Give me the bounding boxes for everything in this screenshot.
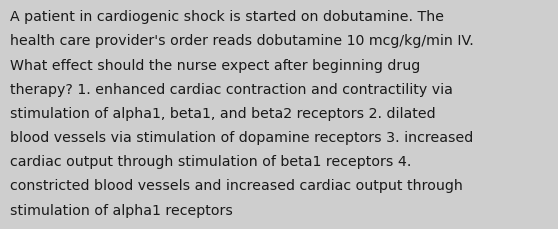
Text: What effect should the nurse expect after beginning drug: What effect should the nurse expect afte…: [10, 58, 420, 72]
Text: constricted blood vessels and increased cardiac output through: constricted blood vessels and increased …: [10, 179, 463, 193]
Text: health care provider's order reads dobutamine 10 mcg/kg/min IV.: health care provider's order reads dobut…: [10, 34, 474, 48]
Text: A patient in cardiogenic shock is started on dobutamine. The: A patient in cardiogenic shock is starte…: [10, 10, 444, 24]
Text: stimulation of alpha1 receptors: stimulation of alpha1 receptors: [10, 203, 233, 217]
Text: stimulation of alpha1, beta1, and beta2 receptors 2. dilated: stimulation of alpha1, beta1, and beta2 …: [10, 106, 436, 120]
Text: therapy? 1. enhanced cardiac contraction and contractility via: therapy? 1. enhanced cardiac contraction…: [10, 82, 453, 96]
Text: blood vessels via stimulation of dopamine receptors 3. increased: blood vessels via stimulation of dopamin…: [10, 131, 473, 144]
Text: cardiac output through stimulation of beta1 receptors 4.: cardiac output through stimulation of be…: [10, 155, 411, 169]
